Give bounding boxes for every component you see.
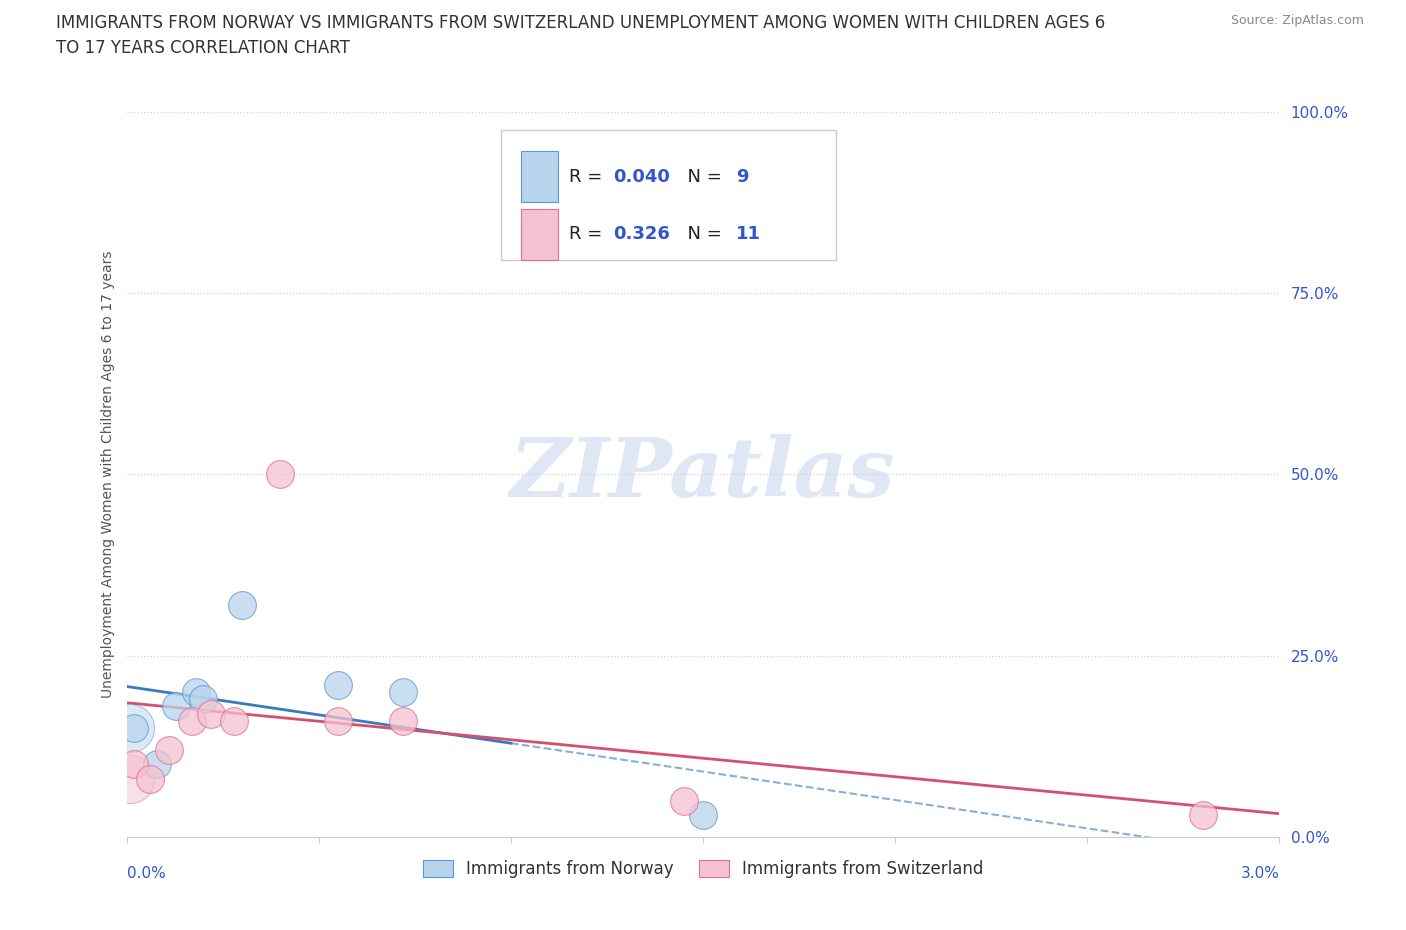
- Text: 11: 11: [737, 225, 762, 244]
- Point: [193, 692, 215, 707]
- Point: [269, 467, 291, 482]
- Point: [224, 713, 246, 728]
- Point: [326, 677, 349, 692]
- Point: [692, 808, 714, 823]
- Text: 0.0%: 0.0%: [127, 866, 166, 881]
- Text: 9: 9: [737, 167, 749, 185]
- Text: Source: ZipAtlas.com: Source: ZipAtlas.com: [1230, 14, 1364, 27]
- Text: 0.326: 0.326: [613, 225, 669, 244]
- Point: [120, 772, 142, 787]
- Text: IMMIGRANTS FROM NORWAY VS IMMIGRANTS FROM SWITZERLAND UNEMPLOYMENT AMONG WOMEN W: IMMIGRANTS FROM NORWAY VS IMMIGRANTS FRO…: [56, 14, 1105, 32]
- Point: [672, 793, 695, 808]
- Text: ZIPatlas: ZIPatlas: [510, 434, 896, 514]
- Point: [200, 706, 222, 721]
- Point: [392, 713, 415, 728]
- Text: 0.040: 0.040: [613, 167, 669, 185]
- Point: [138, 772, 160, 787]
- FancyBboxPatch shape: [502, 130, 835, 260]
- Text: N =: N =: [676, 167, 728, 185]
- Legend: Immigrants from Norway, Immigrants from Switzerland: Immigrants from Norway, Immigrants from …: [415, 852, 991, 886]
- Point: [326, 713, 349, 728]
- Point: [392, 684, 415, 699]
- Point: [184, 684, 207, 699]
- Text: R =: R =: [569, 225, 614, 244]
- Text: N =: N =: [676, 225, 728, 244]
- Point: [122, 721, 145, 736]
- Point: [146, 757, 169, 772]
- Y-axis label: Unemployment Among Women with Children Ages 6 to 17 years: Unemployment Among Women with Children A…: [101, 250, 115, 698]
- Point: [180, 713, 202, 728]
- Bar: [520, 152, 558, 202]
- Text: R =: R =: [569, 167, 609, 185]
- Point: [122, 757, 145, 772]
- Point: [157, 742, 180, 757]
- Point: [120, 721, 142, 736]
- Point: [166, 699, 188, 714]
- Text: 3.0%: 3.0%: [1240, 866, 1279, 881]
- Point: [231, 597, 253, 612]
- Bar: [520, 209, 558, 259]
- Text: TO 17 YEARS CORRELATION CHART: TO 17 YEARS CORRELATION CHART: [56, 39, 350, 57]
- Point: [1191, 808, 1213, 823]
